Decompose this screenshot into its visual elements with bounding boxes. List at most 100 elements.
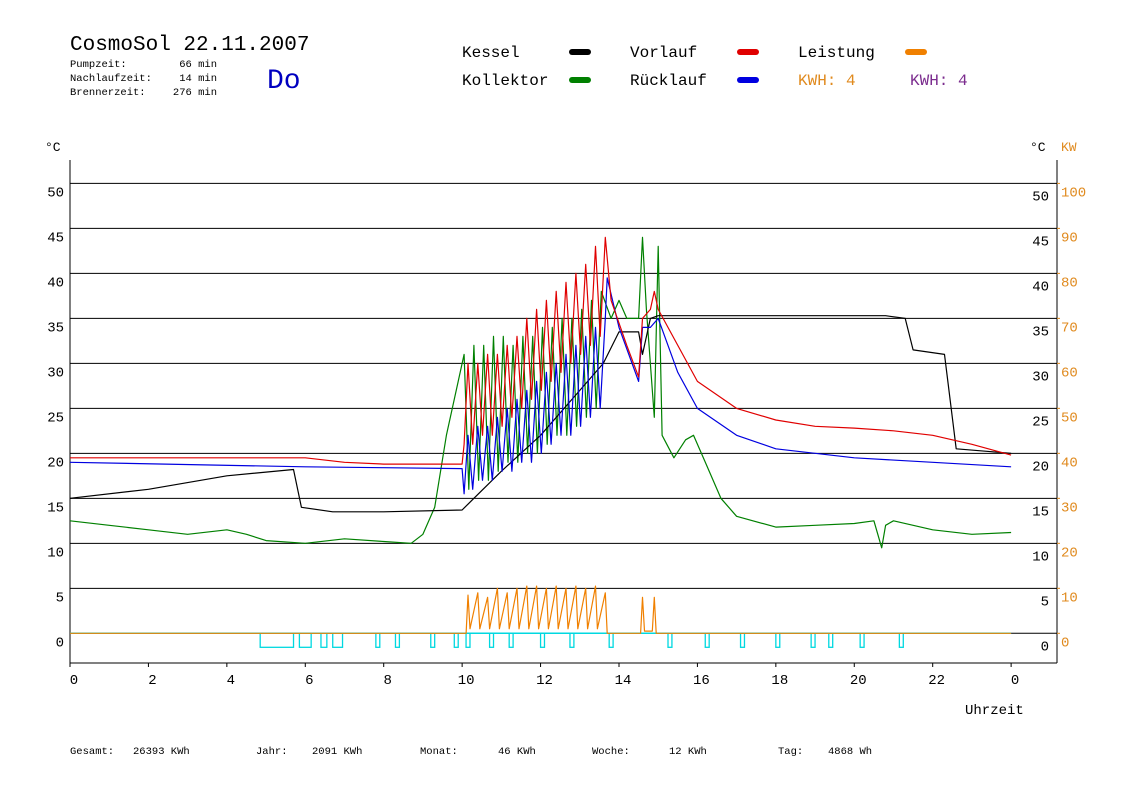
footer-value: 46 KWh: [498, 746, 536, 758]
pump-interval: [704, 632, 710, 648]
y2-tick-label: 80: [1061, 275, 1078, 291]
pump-interval: [332, 632, 344, 648]
y2-tick-label: 60: [1061, 365, 1078, 381]
pump-interval: [430, 632, 436, 648]
series-line: [69, 236, 1012, 549]
footer-value: 2091 KWh: [312, 746, 362, 758]
pump-interval: [394, 632, 401, 648]
stat-label: Nachlaufzeit:: [70, 73, 152, 85]
x-tick-label: 2: [148, 673, 156, 689]
y-tick-label: 50: [47, 185, 64, 201]
series-line: [70, 585, 1012, 634]
stat-label: Pumpzeit:: [70, 59, 127, 71]
pump-interval: [320, 632, 328, 648]
x-tick-label: 8: [384, 673, 392, 689]
y2-tick-label: 0: [1061, 635, 1069, 651]
stat-label: Brennerzeit:: [70, 87, 146, 99]
y-tick-label: 45: [47, 230, 64, 246]
footer-label: Gesamt:: [70, 746, 114, 758]
pump-interval: [828, 632, 834, 648]
x-tick-label: 22: [928, 673, 945, 689]
x-tick-label: 20: [850, 673, 867, 689]
footer-value: 12 KWh: [669, 746, 707, 758]
y2-tick-label: 40: [1061, 455, 1078, 471]
y-tick-label: 15: [47, 500, 64, 516]
weekday: Do: [267, 66, 301, 97]
pump-interval: [667, 632, 673, 648]
pump-interval: [608, 632, 614, 648]
y2-deg-tick-label: 5: [1041, 594, 1049, 610]
stat-value: 276 min: [173, 87, 217, 99]
y2-tick-label: 70: [1061, 320, 1078, 336]
y-tick-label: 10: [47, 545, 64, 561]
series-line: [69, 277, 1012, 495]
pump-interval: [859, 632, 865, 648]
series-line: [70, 236, 1012, 465]
pump-interval: [465, 632, 471, 648]
legend-label: Kessel: [462, 44, 520, 62]
footer-value: 4868 Wh: [828, 746, 872, 758]
x-tick-label: 10: [458, 673, 475, 689]
y2-deg-tick-label: 40: [1032, 279, 1049, 295]
stat-value: 14 min: [179, 73, 217, 85]
pump-interval: [898, 632, 904, 648]
kwh-label: KWH: 4: [798, 72, 856, 90]
pump-interval: [739, 632, 746, 648]
pump-interval: [488, 632, 495, 648]
y-tick-label: 25: [47, 410, 64, 426]
legend-label: Leistung: [798, 44, 875, 62]
y2-deg-tick-label: 20: [1032, 459, 1049, 475]
x-tick-label: 16: [693, 673, 710, 689]
y2-deg-tick-label: 10: [1032, 549, 1049, 565]
y-unit: °C: [45, 140, 61, 155]
pump-interval: [453, 632, 459, 648]
footer-value: 26393 KWh: [133, 746, 190, 758]
y2-deg-tick-label: 45: [1032, 234, 1049, 250]
x-tick-label: 0: [70, 673, 78, 689]
footer-label: Jahr:: [256, 746, 288, 758]
pump-interval: [508, 632, 514, 648]
y2-deg-tick-label: 0: [1041, 639, 1049, 655]
chart-title: CosmoSol 22.11.2007: [70, 34, 309, 57]
pump-interval: [298, 632, 312, 648]
y2-deg-tick-label: 25: [1032, 414, 1049, 430]
y2-deg-tick-label: 50: [1032, 189, 1049, 205]
kwh-label: KWH: 4: [910, 72, 968, 90]
y2-tick-label: 50: [1061, 410, 1078, 426]
x-tick-label: 18: [771, 673, 788, 689]
x-tick-label: 12: [536, 673, 553, 689]
legend-label: Kollektor: [462, 72, 548, 90]
pump-interval: [775, 632, 781, 648]
x-axis-label: Uhrzeit: [965, 703, 1024, 719]
y2-unit-deg: °C: [1030, 140, 1046, 155]
y2-tick-label: 20: [1061, 545, 1078, 561]
footer-label: Monat:: [420, 746, 458, 758]
pump-interval: [375, 632, 381, 648]
legend-label: Vorlauf: [630, 44, 697, 62]
pump-interval: [810, 632, 816, 648]
y2-deg-tick-label: 15: [1032, 504, 1049, 520]
y-tick-label: 0: [56, 635, 64, 651]
pump-interval: [569, 632, 575, 648]
y2-deg-tick-label: 30: [1032, 369, 1049, 385]
y-tick-label: 40: [47, 275, 64, 291]
pump-interval: [539, 632, 546, 648]
y-tick-label: 30: [47, 365, 64, 381]
y2-tick-label: 30: [1061, 500, 1078, 516]
y2-tick-label: 90: [1061, 230, 1078, 246]
y-tick-label: 20: [47, 455, 64, 471]
y-tick-label: 5: [56, 590, 64, 606]
pump-interval: [259, 632, 295, 648]
y2-tick-label: 10: [1061, 590, 1078, 606]
x-tick-label: 14: [615, 673, 632, 689]
stat-value: 66 min: [179, 59, 217, 71]
footer-label: Tag:: [778, 746, 803, 758]
legend-label: Rücklauf: [630, 72, 707, 90]
y2-tick-label: 100: [1061, 185, 1086, 201]
x-tick-label: 6: [305, 673, 313, 689]
x-tick-label: 4: [227, 673, 235, 689]
series-line: [69, 315, 1012, 513]
y-tick-label: 35: [47, 320, 64, 336]
